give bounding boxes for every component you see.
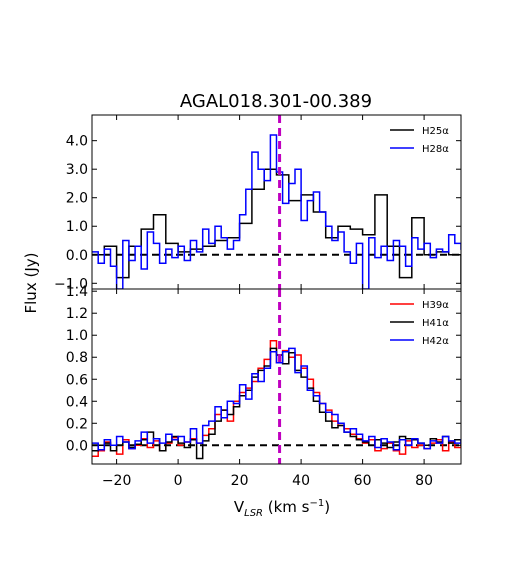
x-tick-label: 0 (174, 473, 183, 489)
x-tick-label: 80 (415, 473, 433, 489)
legend-label: H41α (422, 318, 449, 329)
y-tick-label: 0.4 (66, 394, 88, 410)
plot-area (92, 115, 461, 289)
y-tick-label: −1.0 (54, 276, 88, 292)
legend-label: H42α (422, 336, 449, 347)
chart-title: AGAL018.301-00.389 (180, 91, 372, 112)
x-tick-label: −20 (102, 473, 132, 489)
x-tick-label: 20 (231, 473, 249, 489)
axes-frame (91, 288, 462, 465)
legend: H25α H28α (390, 126, 449, 155)
y-tick-label: 0.2 (66, 416, 88, 432)
plot-area (92, 289, 461, 464)
y-tick-label: 1.0 (66, 219, 88, 235)
y-tick-label: 1.2 (66, 306, 88, 322)
bottom-panel: 0.0 0.2 0.4 0.6 0.8 1.0 1.2 1.4 H39α H41α H42α −20 0… (66, 284, 462, 489)
series-line (92, 347, 461, 451)
y-tick-label: 1.0 (66, 328, 88, 344)
x-tick-label: 60 (354, 473, 372, 489)
x-axis-label: VLSR (km s−1) (234, 498, 330, 519)
legend-label: H28α (422, 144, 449, 155)
x-tick-label: 40 (292, 473, 310, 489)
legend-label: H39α (422, 300, 449, 311)
y-tick-label: 0.8 (66, 350, 88, 366)
y-tick-label: 0.0 (66, 438, 88, 454)
y-tick-label: 3.0 (66, 162, 88, 178)
series-line (92, 347, 461, 460)
y-tick-label: 0.6 (66, 372, 88, 388)
y-tick-label: 2.0 (66, 191, 88, 207)
y-tick-label: 4.0 (66, 134, 88, 150)
y-tick-label: 1.4 (66, 284, 88, 300)
top-panel: −1.0 0.0 1.0 2.0 3.0 4.0 H25α H28α (54, 114, 462, 292)
legend: H39α H41α H42α (390, 300, 449, 347)
y-tick-label: 0.0 (66, 248, 88, 264)
y-axis-label: Flux (Jy) (22, 253, 40, 314)
legend-label: H25α (422, 126, 449, 137)
